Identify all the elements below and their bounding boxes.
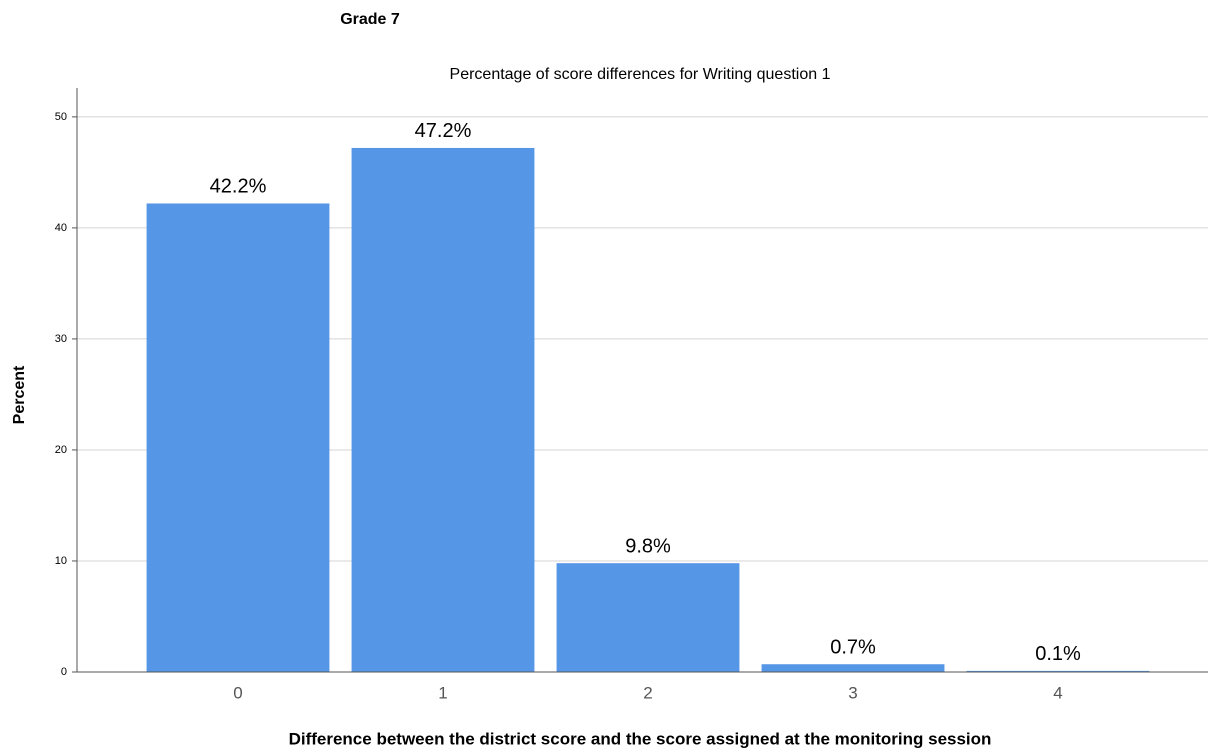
- bar: [966, 670, 1150, 672]
- value-label: 9.8%: [625, 535, 671, 557]
- bar: [146, 203, 330, 672]
- bar: [761, 664, 945, 672]
- y-tick-label: 0: [61, 666, 67, 678]
- y-tick-label: 20: [55, 444, 67, 456]
- x-tick-label: 2: [643, 683, 652, 702]
- x-axis-label: Difference between the district score an…: [289, 729, 992, 748]
- x-tick-label: 1: [438, 683, 447, 702]
- y-axis-label: Percent: [11, 365, 28, 424]
- x-tick-label: 3: [848, 683, 857, 702]
- y-tick-label: 10: [55, 555, 67, 567]
- bar: [556, 563, 740, 672]
- chart-heading: Grade 7: [340, 11, 400, 28]
- value-label: 0.1%: [1035, 643, 1081, 665]
- y-tick-label: 40: [55, 222, 67, 234]
- value-label: 47.2%: [415, 120, 472, 142]
- value-label: 42.2%: [210, 176, 267, 198]
- y-tick-label: 30: [55, 333, 67, 345]
- y-tick-label: 50: [55, 111, 67, 123]
- x-tick-label: 0: [233, 683, 242, 702]
- chart-title: Percentage of score differences for Writ…: [450, 66, 831, 83]
- x-tick-label: 4: [1053, 683, 1062, 702]
- value-label: 0.7%: [830, 637, 876, 659]
- bar: [351, 147, 535, 673]
